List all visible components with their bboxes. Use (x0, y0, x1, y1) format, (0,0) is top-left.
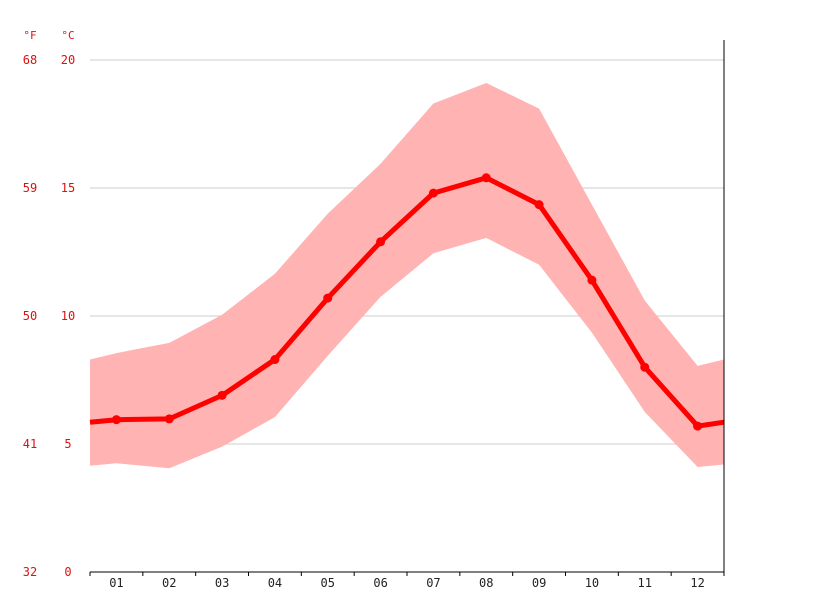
data-point (217, 390, 227, 400)
y-tick-label-f: 68 (23, 53, 37, 67)
y-tick-label-f: 50 (23, 309, 37, 323)
unit-label-celsius: °C (61, 29, 74, 42)
y-tick-label-c: 20 (61, 53, 75, 67)
x-tick-label: 12 (690, 576, 704, 590)
average-temperature-line (89, 175, 725, 429)
x-tick-label: 06 (373, 576, 387, 590)
data-point (640, 362, 650, 372)
data-point (323, 293, 333, 303)
data-point (270, 355, 280, 365)
x-tick-label: 02 (162, 576, 176, 590)
data-point (693, 421, 703, 431)
data-point (587, 275, 597, 285)
x-tick-label: 11 (638, 576, 652, 590)
x-tick-label: 04 (268, 576, 282, 590)
y-tick-label-c: 0 (64, 565, 71, 579)
data-point (534, 200, 544, 210)
range-band (90, 83, 724, 469)
y-tick-label-c: 5 (64, 437, 71, 451)
unit-label-fahrenheit: °F (23, 29, 36, 42)
y-tick-label-c: 15 (61, 181, 75, 195)
x-tick-label: 09 (532, 576, 546, 590)
x-tick-label: 05 (321, 576, 335, 590)
data-point (164, 414, 174, 424)
x-tick-label: 08 (479, 576, 493, 590)
y-tick-label-f: 41 (23, 437, 37, 451)
x-tick-label: 03 (215, 576, 229, 590)
x-tick-label: 01 (109, 576, 123, 590)
y-tick-label-f: 59 (23, 181, 37, 195)
data-point (481, 173, 491, 183)
y-tick-label-f: 32 (23, 565, 37, 579)
x-tick-label: 07 (426, 576, 440, 590)
data-point (428, 188, 438, 198)
y-tick-label-c: 10 (61, 309, 75, 323)
data-point (376, 237, 386, 247)
data-point (111, 415, 121, 425)
x-tick-label: 10 (585, 576, 599, 590)
